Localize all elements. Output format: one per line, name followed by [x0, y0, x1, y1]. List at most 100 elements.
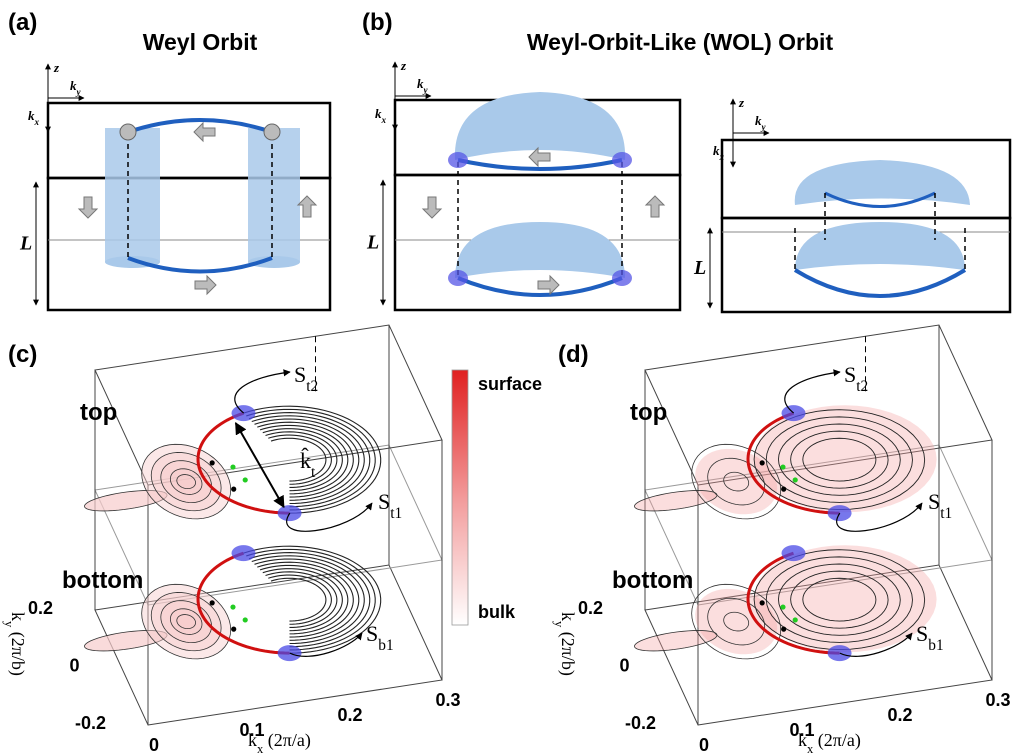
- axis-label-part: z: [53, 60, 60, 75]
- node: [828, 645, 852, 661]
- y-axis-title-part: k: [558, 612, 578, 621]
- point: [780, 604, 785, 609]
- thickness-label: L: [366, 232, 379, 254]
- point: [781, 487, 786, 492]
- state-label: St2: [294, 362, 318, 395]
- x-tick-label: 0.2: [337, 705, 362, 725]
- x-tick-label-part: 0.3: [435, 690, 460, 710]
- y-tick-label: 0.2: [28, 598, 53, 618]
- point: [793, 617, 798, 622]
- y-tick-label-part: -0.2: [625, 713, 656, 733]
- point: [780, 464, 785, 469]
- orbit: [795, 270, 965, 296]
- plane-label-part: bottom: [62, 567, 143, 594]
- point: [230, 464, 235, 469]
- axis-label: ky: [70, 78, 82, 97]
- axis-label-part: y: [761, 122, 767, 132]
- axis-label-part: x: [34, 117, 40, 127]
- state-label-part: S: [928, 489, 940, 514]
- axis-label: z: [738, 95, 745, 110]
- colorbar-label-part: bulk: [478, 602, 516, 622]
- y-axis-title-part: k: [8, 612, 28, 621]
- weyl-node: [120, 124, 136, 140]
- plane-label: top: [80, 399, 117, 426]
- state-label-part: S: [366, 621, 378, 646]
- cylinder: [105, 128, 160, 262]
- point: [210, 600, 215, 605]
- point: [231, 487, 236, 492]
- y-tick-label-part: 0.2: [578, 598, 603, 618]
- panel-label-part: (a): [8, 9, 37, 36]
- y-axis-title-part: (2π/b): [557, 627, 578, 676]
- node: [612, 270, 632, 286]
- panel-title: Weyl Orbit: [143, 29, 258, 55]
- state-label-part: t1: [390, 505, 402, 522]
- state-label-part: S: [378, 489, 390, 514]
- point: [760, 460, 765, 465]
- contour: [249, 553, 370, 647]
- state-label-part: b1: [928, 637, 943, 654]
- point: [243, 477, 248, 482]
- panel-title: Weyl-Orbit-Like (WOL) Orbit: [527, 29, 834, 55]
- thickness-label: L: [19, 233, 32, 255]
- panel-title-part: Weyl-Orbit-Like (WOL) Orbit: [527, 29, 834, 55]
- weyl-node: [264, 124, 280, 140]
- node: [232, 545, 256, 561]
- state-label-part: b1: [378, 637, 393, 654]
- point: [231, 627, 236, 632]
- figure: (a)Weyl OrbitzkykxL(b)Weyl-Orbit-Like (W…: [0, 0, 1017, 756]
- axis-label-part: x: [381, 115, 387, 125]
- direction-arrow: [298, 196, 316, 217]
- point: [230, 604, 235, 609]
- node: [612, 152, 632, 168]
- state-label-part: t2: [856, 378, 868, 395]
- x-axis-title-part: (2π/a): [813, 730, 861, 751]
- axis-label: z: [53, 60, 60, 75]
- x-tick-label-part: 0.3: [985, 690, 1010, 710]
- y-axis-title: ky (2π/b): [2, 612, 28, 676]
- kt-label: k̂t: [300, 448, 316, 481]
- axis-label-part: y: [76, 87, 82, 97]
- x-tick-label: 0.3: [435, 690, 460, 710]
- axis-label: ky: [755, 113, 767, 132]
- y-tick-label: 0: [619, 656, 629, 676]
- kt-label-part: t: [311, 464, 316, 481]
- plane-label: top: [630, 399, 667, 426]
- state-label-part: t1: [940, 505, 952, 522]
- direction-arrow: [423, 197, 441, 218]
- state-label: St2: [844, 362, 868, 395]
- y-tick-label-part: -0.2: [75, 713, 106, 733]
- y-tick-label: 0: [69, 656, 79, 676]
- x-tick-label: 0.2: [887, 705, 912, 725]
- axis-label: ky: [417, 76, 429, 95]
- x-tick-label-part: 0.2: [337, 705, 362, 725]
- plane-label-part: bottom: [612, 567, 693, 594]
- thickness-label-part: L: [19, 233, 32, 255]
- y-tick-label: -0.2: [75, 713, 106, 733]
- point: [781, 627, 786, 632]
- thickness-label-part: L: [366, 232, 379, 254]
- x-tick-label: 0.3: [985, 690, 1010, 710]
- fermi-arc-surface: [795, 160, 970, 205]
- x-axis-title-part: k: [248, 730, 257, 750]
- x-tick-label: 0: [149, 735, 159, 755]
- cylinder: [248, 128, 300, 262]
- plane-label: bottom: [62, 567, 143, 594]
- fermi-arc-surface: [455, 222, 625, 278]
- y-tick-label-part: 0: [619, 656, 629, 676]
- axis-label: z: [400, 58, 407, 73]
- state-label-part: S: [294, 362, 306, 387]
- x-tick-label-part: 0.2: [887, 705, 912, 725]
- colorbar-label: bulk: [478, 602, 516, 622]
- colorbar-label-part: surface: [478, 374, 542, 394]
- direction-arrow: [646, 196, 664, 217]
- x-tick-label-part: 0: [699, 735, 709, 755]
- state-label-part: S: [916, 621, 928, 646]
- plane-label: bottom: [612, 567, 693, 594]
- point: [210, 460, 215, 465]
- x-axis-title-part: (2π/a): [263, 730, 311, 751]
- direction-arrow: [79, 197, 97, 218]
- y-tick-label: 0.2: [578, 598, 603, 618]
- panel-label: (c): [8, 341, 37, 368]
- thickness-label: L: [693, 257, 706, 279]
